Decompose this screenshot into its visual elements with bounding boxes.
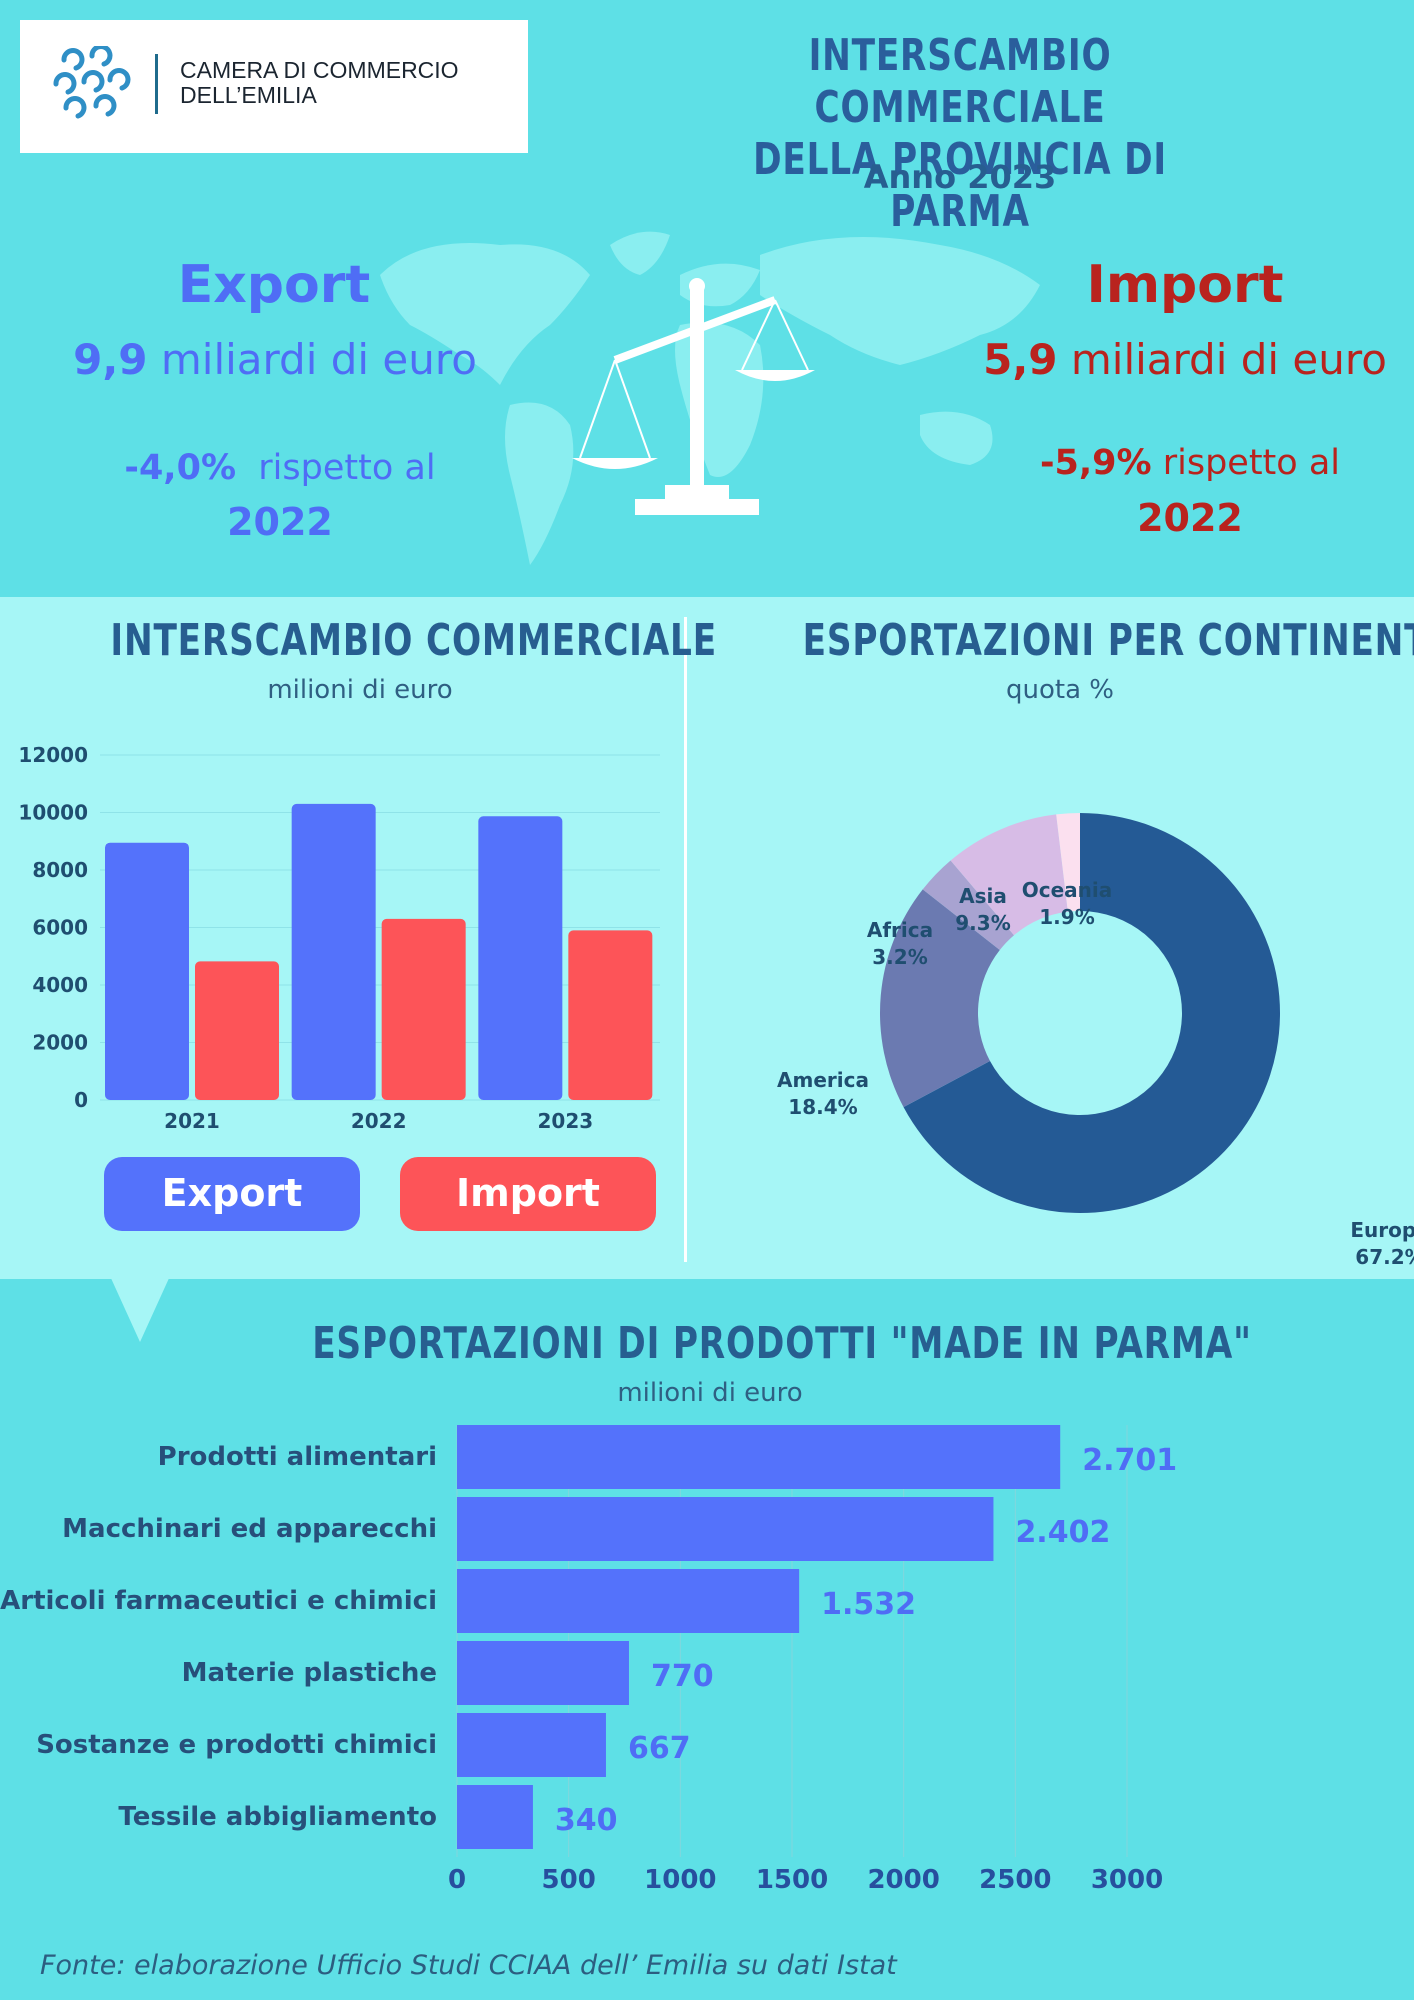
bar-export-2022 [291,803,376,1100]
hbar-2 [457,1569,800,1633]
export-amount-value: 9,9 [73,335,148,384]
source-footer: Fonte: elaborazione Ufficio Studi CCIAA … [40,1950,897,1981]
title-line2: DELLA PROVINCIA DI PARMA [753,134,1167,237]
y-tick-label: 2000 [32,1031,88,1055]
slice-africa [922,860,1015,950]
logo-line1: CAMERA DI COMMERCIO [180,57,459,83]
value-label: 2.402 [1015,1515,1110,1550]
category-label: Prodotti alimentari [158,1442,437,1472]
x-tick-label: 1000 [644,1865,716,1895]
category-label: Tessile abbigliamento [118,1802,437,1832]
trade-chart-title: INTERSCAMBIO COMMERCIALE [110,615,717,666]
bar-export-2023 [478,816,563,1100]
legend-import: Import [400,1157,656,1231]
products-hbar-chart: 0 500 1000 1500 2000 2500 3000 Prodotti aliment… [0,1425,1177,1895]
continent-chart-title: ESPORTAZIONI PER CONTINENTE [802,615,1414,666]
x-tick-label: 2000 [867,1865,939,1895]
bar-import-2022 [381,918,466,1100]
slice-value-label: 3.2% [872,945,927,969]
slice-label: Europa [1350,1218,1414,1242]
legend-export: Export [104,1157,360,1231]
import-amount-value: 5,9 [983,335,1058,384]
y-tick-label: 10000 [18,801,88,825]
x-tick-label: 2021 [164,1109,220,1133]
logo-line2: DELL’EMILIA [180,82,317,108]
value-label: 340 [555,1803,618,1838]
section-divider [684,617,687,1262]
y-tick-label: 4000 [32,973,88,997]
slice-asia [950,814,1068,936]
y-tick-label: 12000 [18,743,88,767]
x-tick-label: 2022 [351,1109,407,1133]
products-chart-title: ESPORTAZIONI DI PRODOTTI "MADE IN PARMA" [312,1318,1252,1369]
trade-chart-subtitle: milioni di euro [267,675,453,705]
slice-value-label: 18.4% [788,1095,857,1119]
hbar-0 [457,1425,1061,1489]
value-label: 1.532 [821,1587,916,1622]
continent-chart-subtitle: quota % [1006,675,1114,705]
hbar-1 [457,1497,994,1561]
x-tick-label: 1500 [756,1865,828,1895]
slice-value-label: 1.9% [1039,905,1094,929]
slice-label: Africa [867,918,933,942]
category-label: Articoli farmaceutici e chimici [0,1586,437,1616]
import-heading: Import [1086,255,1284,315]
x-tick-label: 2500 [979,1865,1051,1895]
continent-donut-chart: Europa 67.2% America 18.4% Africa 3.2% Asia 9.3… [777,813,1414,1269]
chamber-logo-icon [53,46,131,119]
y-tick-label: 6000 [32,916,88,940]
hbar-4 [457,1713,606,1777]
bar-import-2023 [568,930,653,1100]
slice-label: America [777,1068,869,1092]
x-tick-label: 0 [448,1865,466,1895]
export-ref-year: 2022 [227,500,333,544]
export-variation-value: -4,0% [124,448,237,488]
speech-pointer-icon [110,1276,170,1342]
slice-value-label: 9.3% [955,911,1010,935]
value-label: 770 [651,1659,714,1694]
logo-text: CAMERA DI COMMERCIO DELL’EMILIA [180,58,459,108]
category-label: Materie plastiche [182,1658,437,1688]
slice-europa [903,813,1280,1213]
import-ref-year: 2022 [1137,496,1243,540]
balance-scale-icon [572,278,815,515]
logo-separator [155,54,158,114]
year-label: Anno 2023 [863,158,1057,196]
y-tick-label: 8000 [32,858,88,882]
category-label: Sostanze e prodotti chimici [36,1730,437,1760]
middle-section: INTERSCAMBIO COMMERCIALE milioni di euro… [0,597,1414,1279]
bottom-section [0,1279,1414,2000]
slice-value-label: 67.2% [1355,1245,1414,1269]
trade-bar-chart: 0 2000 4000 6000 8000 10000 12000 2021 2022 2023 [18,743,660,1133]
export-amount-unit: miliardi di euro [160,335,477,384]
x-tick-label: 3000 [1091,1865,1163,1895]
export-variation: -4,0% rispetto al [60,448,500,488]
x-tick-label: 2023 [537,1109,593,1133]
slice-label: Oceania [1022,878,1113,902]
export-amount: 9,9 miliardi di euro [50,335,500,384]
bar-import-2021 [195,961,279,1100]
slice-oceania [1056,813,1080,912]
category-label: Macchinari ed apparecchi [62,1514,437,1544]
slice-label: Asia [959,884,1007,908]
import-amount-unit: miliardi di euro [1070,335,1387,384]
import-amount: 5,9 miliardi di euro [970,335,1400,384]
import-variation-text: rispetto al [1162,443,1340,483]
slice-america [880,889,1000,1108]
import-variation: -5,9% rispetto al [990,443,1390,483]
x-tick-label: 500 [542,1865,596,1895]
bar-export-2021 [105,842,189,1100]
value-label: 2.701 [1082,1443,1177,1478]
page-title: INTERSCAMBIO COMMERCIALE DELLA PROVINCIA… [695,30,1225,238]
value-label: 667 [628,1731,691,1766]
logo: CAMERA DI COMMERCIO DELL’EMILIA [20,20,528,153]
hbar-5 [457,1785,533,1849]
title-line1: INTERSCAMBIO COMMERCIALE [808,30,1112,133]
hbar-3 [457,1641,629,1705]
export-heading: Export [177,255,371,315]
export-variation-text: rispetto al [258,448,436,488]
y-tick-label: 0 [74,1088,88,1112]
import-variation-value: -5,9% [1039,443,1152,483]
products-chart-subtitle: milioni di euro [617,1378,803,1408]
